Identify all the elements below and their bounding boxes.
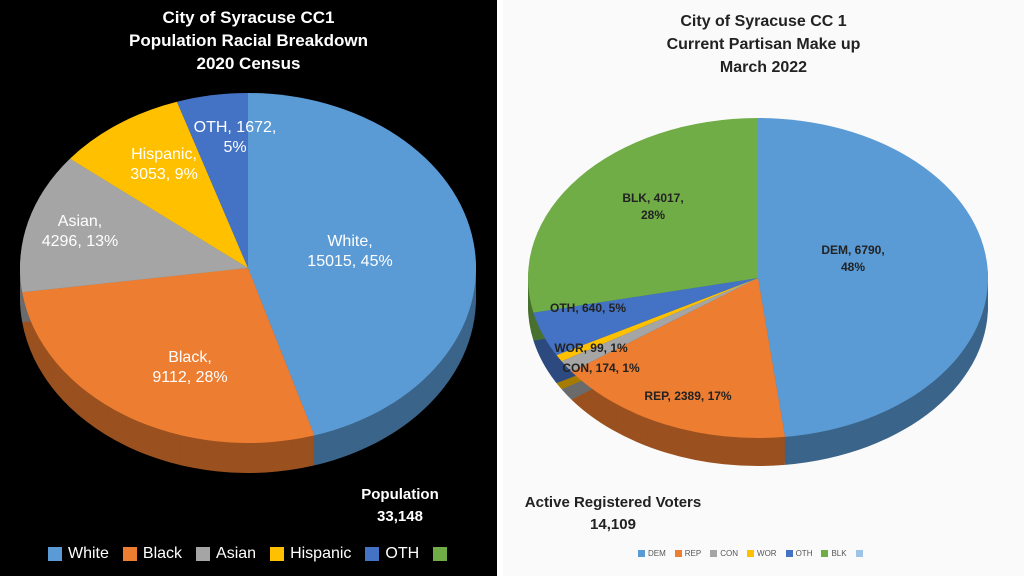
legend-label: White <box>68 545 109 562</box>
legend: DEM REP CON WOR OTH BLK <box>638 549 869 558</box>
legend-swatch <box>674 550 682 557</box>
data-label-oth: OTH, 1672, 5% <box>193 119 277 156</box>
data-label-white: White, 15015, 45% <box>307 233 393 270</box>
legend-swatch <box>196 547 211 561</box>
legend-item-oth: OTH <box>365 545 419 563</box>
total-label: Active Registered Voters <box>524 494 702 511</box>
legend-swatch <box>747 550 755 557</box>
pie-slice-wor <box>556 278 758 362</box>
title-line: City of Syracuse CC 1 <box>680 13 847 30</box>
legend-label: CON <box>720 549 739 558</box>
pie-slice-blk <box>528 118 758 313</box>
legend-item-oth: OTH <box>785 549 813 558</box>
data-label-black: Black, 9112, 28% <box>152 349 228 386</box>
pie-slice-dem <box>758 118 989 437</box>
legend-item-black: Black <box>122 545 183 563</box>
racial-pie <box>19 93 477 473</box>
title-line: City of Syracuse CC1 <box>162 8 335 27</box>
legend-item-hispanic: Hispanic <box>270 545 351 563</box>
legend-label: OTH <box>795 549 813 558</box>
legend-swatch <box>638 550 645 557</box>
total-value: 33,148 <box>377 508 423 525</box>
legend-label: BLK <box>831 549 847 558</box>
data-label-oth: OTH, 640, 5% <box>549 301 627 315</box>
pie-slice-oth <box>176 93 248 268</box>
legend-item-blk: BLK <box>821 549 847 558</box>
pie-slice-hispanic <box>70 101 248 269</box>
data-label-wor: WOR, 99, 1% <box>554 341 628 355</box>
data-label-blk: BLK, 4017, 28% <box>622 191 684 222</box>
pie-slice-con <box>561 278 758 372</box>
legend-label: DEM <box>648 549 666 558</box>
legend-swatch <box>433 547 448 561</box>
legend-label: Asian <box>216 545 257 562</box>
legend-swatch <box>48 547 62 561</box>
chart-title: City of Syracuse CC1 Population Racial B… <box>0 6 497 75</box>
legend-swatch <box>365 547 380 561</box>
partisan-pie <box>528 118 989 466</box>
legend-label: Black <box>142 545 183 562</box>
legend-item-asian: Asian <box>196 545 256 563</box>
data-label-hispanic: Hispanic, 3053, 9% <box>130 146 198 183</box>
legend-label: WOR <box>757 549 777 558</box>
pie-slice-asian <box>19 158 248 293</box>
legend-swatch <box>270 547 285 561</box>
pie-slice-oth <box>533 278 758 356</box>
chart-title: City of Syracuse CC 1 Current Partisan M… <box>503 10 1024 79</box>
legend-swatch <box>821 550 829 557</box>
data-label-dem: DEM, 6790, 48% <box>821 243 885 274</box>
voters-total: Active Registered Voters 14,109 <box>513 492 713 536</box>
legend-item-con: CON <box>710 549 738 558</box>
legend-label: Hispanic <box>290 545 352 562</box>
legend-swatch <box>785 550 793 557</box>
data-label-con: CON, 174, 1% <box>562 361 640 375</box>
left-chart-panel: City of Syracuse CC1 Population Racial B… <box>0 0 497 576</box>
legend-swatch <box>855 550 863 557</box>
pie-slice-black <box>22 268 315 443</box>
population-total: Population 33,148 <box>330 484 470 528</box>
legend-label: REP <box>684 549 702 558</box>
total-label: Population <box>361 486 439 503</box>
title-line: Current Partisan Make up <box>666 36 861 53</box>
legend-item-blank <box>433 547 448 561</box>
data-label-asian: Asian, 4296, 13% <box>41 213 119 250</box>
legend-swatch <box>710 550 718 557</box>
title-line: March 2022 <box>719 59 808 76</box>
pie-slice-rep <box>571 278 786 438</box>
legend-item-wor: WOR <box>747 549 777 558</box>
title-line: 2020 Census <box>196 54 301 73</box>
legend-item-white: White <box>48 545 109 563</box>
title-line: Population Racial Breakdown <box>129 31 368 50</box>
legend-swatch <box>122 547 137 561</box>
legend-item-blank <box>855 550 863 557</box>
legend: White Black Asian Hispanic OTH <box>48 545 457 563</box>
legend-item-rep: REP <box>674 549 702 558</box>
total-value: 14,109 <box>590 516 636 533</box>
legend-label: OTH <box>385 545 420 562</box>
right-chart-panel: City of Syracuse CC 1 Current Partisan M… <box>503 0 1024 576</box>
legend-item-dem: DEM <box>638 549 666 558</box>
pie-slice-white <box>248 93 476 436</box>
data-label-rep: REP, 2389, 17% <box>644 389 732 403</box>
